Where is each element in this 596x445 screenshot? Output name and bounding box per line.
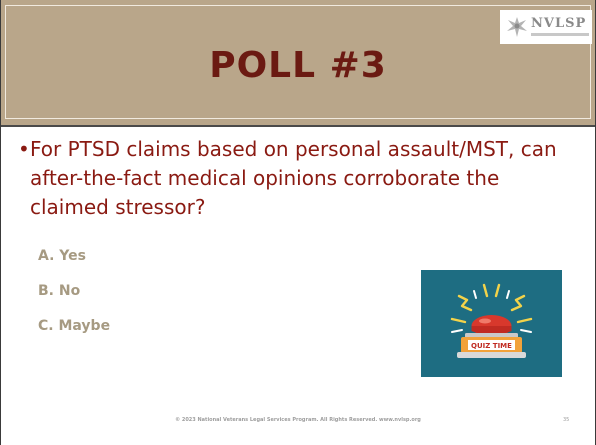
slide-header	[0, 0, 596, 125]
logo-tagline	[531, 33, 589, 36]
quiz-time-label: QUIZ TIME	[471, 342, 512, 350]
quiz-time-illustration: QUIZ TIME	[421, 270, 562, 377]
question-text: For PTSD claims based on personal assaul…	[30, 137, 557, 219]
option-b: B. No	[38, 283, 81, 299]
option-c: C. Maybe	[38, 318, 111, 334]
eagle-emblem-icon	[507, 17, 527, 37]
slide-title: POLL #3	[209, 45, 387, 86]
bullet-icon: •	[18, 137, 30, 161]
header-divider	[0, 125, 596, 127]
copyright-footer: © 2023 National Veterans Legal Services …	[175, 417, 421, 423]
poll-question: • For PTSD claims based on personal assa…	[18, 135, 583, 222]
slide-number: 35	[563, 417, 570, 423]
slide-border-left	[0, 0, 1, 445]
nvlsp-logo: NVLSP	[500, 10, 592, 44]
logo-text: NVLSP	[531, 16, 587, 31]
header-frame	[5, 5, 591, 119]
answer-options: A. Yes B. No C. Maybe	[38, 248, 110, 353]
option-a: A. Yes	[38, 248, 86, 264]
quiz-time-buzzer-icon: QUIZ TIME	[450, 283, 533, 358]
